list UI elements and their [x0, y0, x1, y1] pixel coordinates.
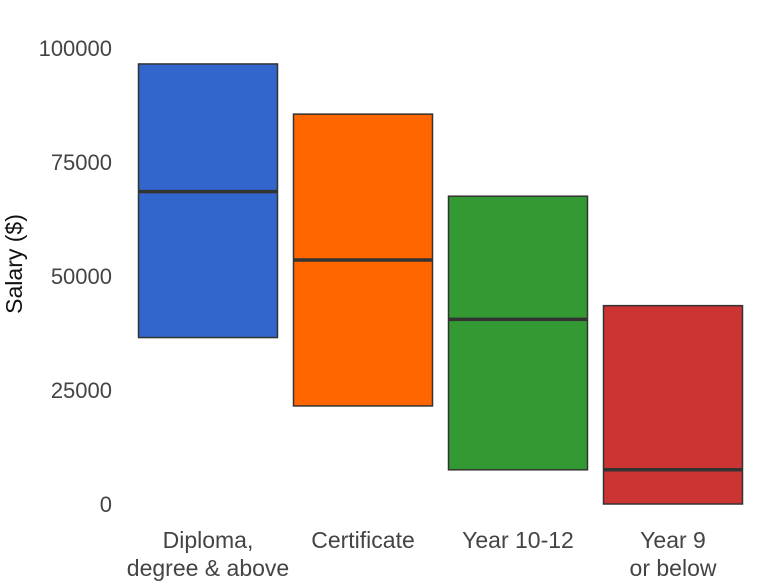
- box: [137, 63, 279, 339]
- y-tick-label: 0: [100, 492, 112, 517]
- x-tick-label: Certificate: [311, 527, 415, 553]
- y-axis: 0 25000 50000 75000 100000: [39, 36, 112, 517]
- x-tick-label: Year 10-12: [462, 527, 574, 553]
- y-tick-label: 50000: [51, 264, 112, 289]
- x-axis: Diploma,degree & above Certificate Year 10…: [127, 527, 717, 581]
- y-axis-label: Salary ($): [1, 214, 27, 314]
- x-tick-label: Diploma,: [163, 527, 254, 553]
- y-tick-label: 100000: [39, 36, 112, 61]
- x-tick-label: degree & above: [127, 555, 289, 581]
- y-tick-label: 75000: [51, 150, 112, 175]
- box: [602, 304, 744, 505]
- x-tick-label: Year 9: [640, 527, 706, 553]
- boxes: [137, 63, 744, 505]
- box: [447, 195, 589, 471]
- y-tick-label: 25000: [51, 378, 112, 403]
- x-tick-label: or below: [630, 555, 717, 581]
